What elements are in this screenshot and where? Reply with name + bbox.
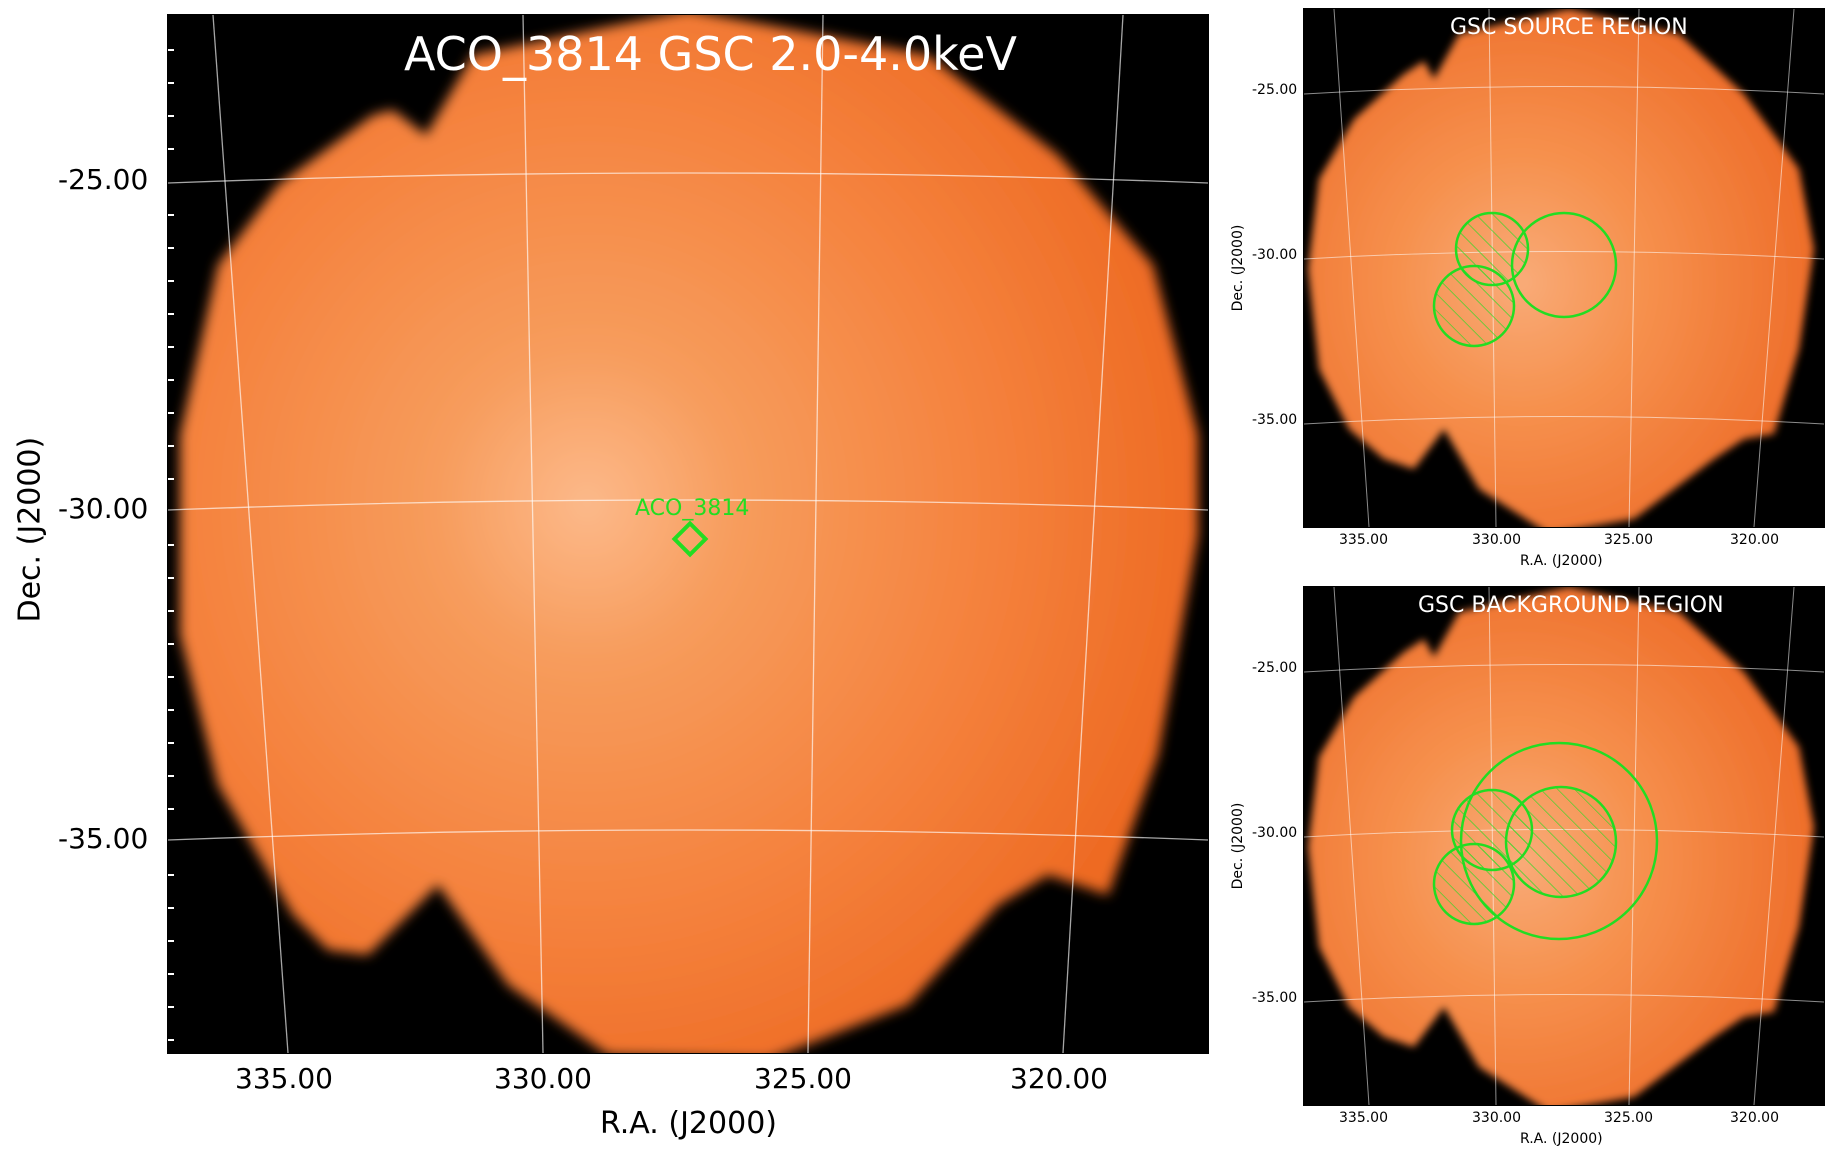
source-ra-tick-1: 335.00 xyxy=(1339,532,1388,548)
main-ra-tick-1: 335.00 xyxy=(235,1062,333,1095)
background-region-image xyxy=(1304,587,1824,1105)
background-hatched-circle-3 xyxy=(1504,785,1618,899)
main-title: ACO_3814 GSC 2.0-4.0keV xyxy=(404,27,1017,81)
background-title: GSC BACKGROUND REGION xyxy=(1418,593,1724,618)
background-region-panel: GSC BACKGROUND REGION xyxy=(1303,586,1825,1106)
background-hatched-circle-2 xyxy=(1432,842,1516,926)
background-xlabel: R.A. (J2000) xyxy=(1520,1131,1603,1147)
source-region-panel: GSC SOURCE REGION xyxy=(1303,8,1825,528)
background-dec-tick-2: -30.00 xyxy=(1252,825,1298,841)
main-ylabel: Dec. (J2000) xyxy=(12,436,48,623)
background-outer-circle xyxy=(1459,741,1659,941)
background-ra-tick-3: 325.00 xyxy=(1604,1110,1653,1126)
source-region-image xyxy=(1304,9,1824,527)
main-fov xyxy=(180,15,1198,1053)
background-ra-tick-2: 330.00 xyxy=(1472,1110,1521,1126)
source-dec-tick-2: -30.00 xyxy=(1252,247,1298,263)
source-dec-tick-1: -25.00 xyxy=(1252,82,1298,98)
source-ylabel: Dec. (J2000) xyxy=(1230,224,1246,312)
source-marker-diamond xyxy=(671,520,709,558)
source-dec-tick-3: -35.00 xyxy=(1252,412,1298,428)
main-xlabel: R.A. (J2000) xyxy=(600,1106,777,1141)
main-xray-image xyxy=(168,15,1208,1053)
main-dec-tick-3: -35.00 xyxy=(58,822,149,855)
main-grid xyxy=(168,15,1208,1053)
background-dec-tick-1: -25.00 xyxy=(1252,660,1298,676)
source-fov xyxy=(1308,9,1814,527)
main-ra-tick-3: 325.00 xyxy=(754,1062,852,1095)
source-hatched-circle-2 xyxy=(1432,264,1516,348)
background-ra-tick-1: 335.00 xyxy=(1339,1110,1388,1126)
source-title: GSC SOURCE REGION xyxy=(1450,15,1688,40)
source-ra-tick-4: 320.00 xyxy=(1730,532,1779,548)
main-border-ticks xyxy=(168,49,174,1041)
background-ra-tick-4: 320.00 xyxy=(1730,1110,1779,1126)
source-ra-tick-3: 325.00 xyxy=(1604,532,1653,548)
source-ra-tick-2: 330.00 xyxy=(1472,532,1521,548)
source-xlabel: R.A. (J2000) xyxy=(1520,553,1603,569)
main-image-panel: ACO_3814 GSC 2.0-4.0keV ACO_3814 xyxy=(167,14,1209,1054)
source-region-circle xyxy=(1510,211,1618,319)
main-dec-tick-2: -30.00 xyxy=(58,492,149,525)
main-dec-tick-1: -25.00 xyxy=(58,163,149,196)
main-ra-tick-2: 330.00 xyxy=(494,1062,592,1095)
background-dec-tick-3: -35.00 xyxy=(1252,990,1298,1006)
source-label: ACO_3814 xyxy=(635,496,750,521)
main-ra-tick-4: 320.00 xyxy=(1010,1062,1108,1095)
background-ylabel: Dec. (J2000) xyxy=(1230,802,1246,890)
